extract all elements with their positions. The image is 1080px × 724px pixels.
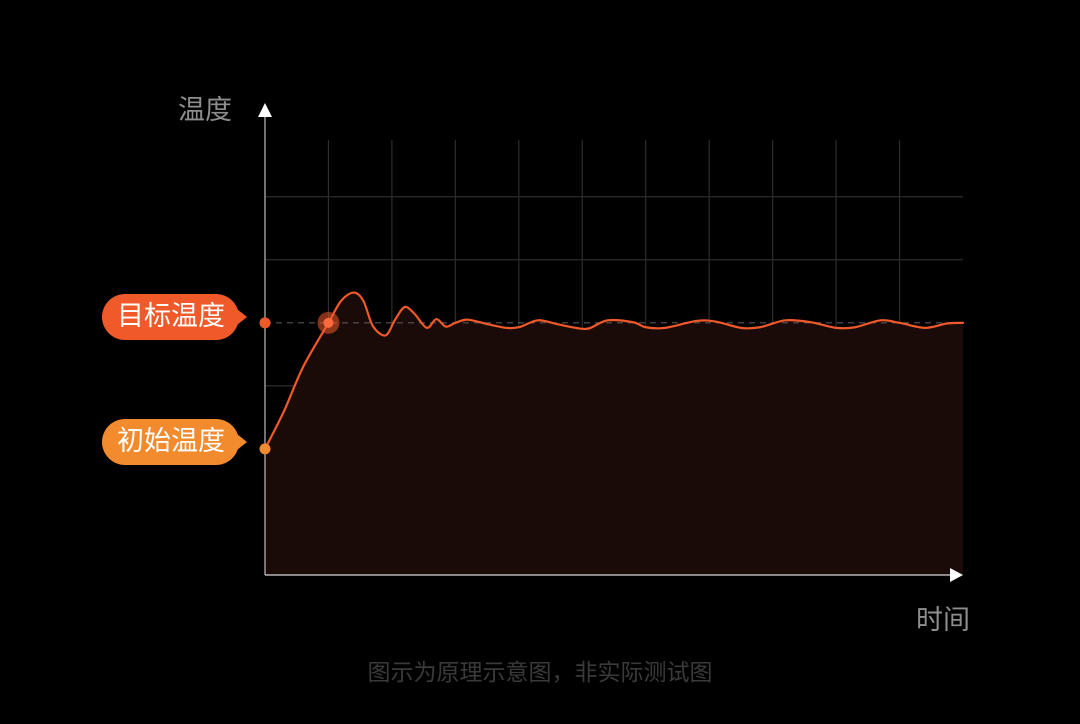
area-under-curve bbox=[265, 292, 963, 575]
x-axis-label: 时间 bbox=[916, 605, 970, 636]
target-temperature-tag: 目标温度 bbox=[102, 294, 247, 340]
disclaimer-caption: 图示为原理示意图，非实际测试图 bbox=[367, 660, 713, 686]
initial-axis-marker bbox=[259, 443, 271, 455]
target-reach-point bbox=[323, 317, 334, 328]
target-temperature-label: 目标温度 bbox=[117, 301, 225, 332]
x-axis-arrow bbox=[950, 568, 963, 582]
initial-temperature-tag: 初始温度 bbox=[102, 419, 247, 465]
initial-temperature-label: 初始温度 bbox=[117, 426, 225, 457]
y-axis-arrow bbox=[258, 103, 272, 117]
temperature-curve bbox=[263, 291, 965, 451]
y-axis-label: 温度 bbox=[178, 95, 232, 126]
target-axis-marker bbox=[259, 317, 271, 329]
